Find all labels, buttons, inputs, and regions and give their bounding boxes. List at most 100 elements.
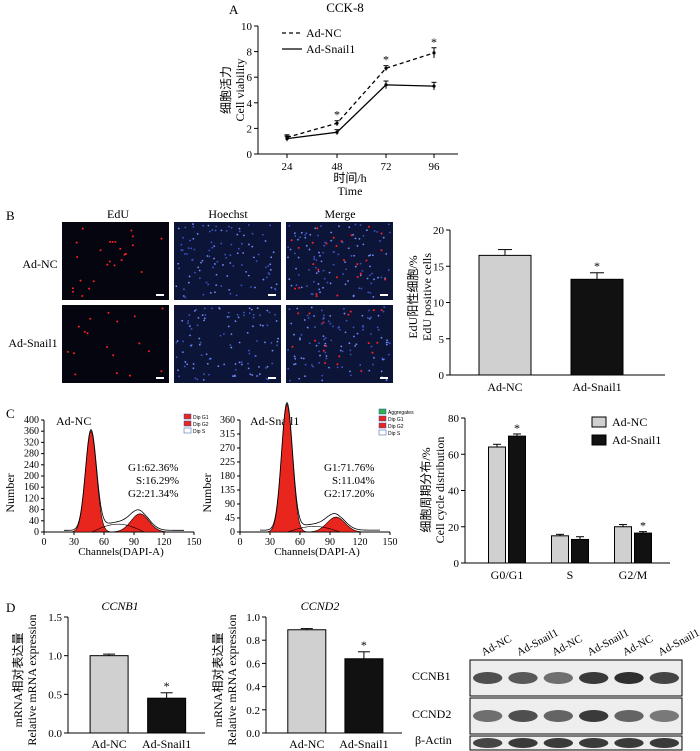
blot-band xyxy=(579,672,609,684)
panel-label-b: B xyxy=(6,208,15,223)
nucleus-dot xyxy=(361,269,364,272)
nucleus-dot xyxy=(208,230,211,233)
nucleus-dot xyxy=(251,245,254,248)
flow-y-tick-label: 315 xyxy=(220,429,235,440)
edu-positive-dot xyxy=(347,313,350,316)
edu-positive-dot xyxy=(89,317,92,320)
flow-x-tick-label: 60 xyxy=(99,537,109,548)
edu-positive-dot xyxy=(131,235,134,238)
nucleus-dot xyxy=(192,367,195,370)
edu-x-tick-label: Ad-NC xyxy=(487,380,522,394)
blot-band xyxy=(649,738,679,748)
nucleus-dot xyxy=(215,284,218,287)
nucleus-dot xyxy=(310,293,313,295)
scale-bar xyxy=(268,377,276,379)
cck8-series-line xyxy=(286,84,435,140)
nucleus-dot xyxy=(354,345,357,347)
ccnd2-ylabel: mRNA相对表达量 xyxy=(211,633,225,728)
edu-positive-dot xyxy=(73,352,76,355)
nucleus-dot xyxy=(362,234,365,237)
edu-positive-dot xyxy=(113,264,116,267)
nucleus-dot xyxy=(228,289,231,291)
nucleus-dot xyxy=(218,307,221,310)
blot-row-label: CCND2 xyxy=(412,707,451,721)
flow-y-tick-label: 240 xyxy=(24,460,39,471)
nucleus-dot xyxy=(235,294,238,297)
ccnb1-title: CCNB1 xyxy=(101,599,138,613)
flow-legend-label: Dip G1 xyxy=(388,417,404,423)
nucleus-dot xyxy=(380,370,383,373)
edu-positive-dot xyxy=(315,295,318,298)
nucleus-dot xyxy=(209,291,212,294)
nucleus-dot xyxy=(189,344,192,347)
nucleus-dot xyxy=(190,247,193,250)
cc-bar xyxy=(634,532,652,564)
edu-positive-dot xyxy=(83,330,86,333)
nucleus-dot xyxy=(345,268,348,271)
nucleus-dot xyxy=(322,314,325,317)
cc-x-tick-label: S xyxy=(567,568,574,582)
nucleus-dot xyxy=(248,312,251,315)
nucleus-dot xyxy=(329,322,332,325)
micrograph-nuclei-haze xyxy=(286,305,393,383)
nucleus-dot xyxy=(182,340,184,343)
nucleus-dot xyxy=(228,315,230,318)
cck8-significance: * xyxy=(431,35,437,49)
ccnb1-bar xyxy=(147,697,187,734)
edu-bar-chart: EdU阳性细胞/% EdU positive cells 0 5 10 15 20 Ad-… xyxy=(406,225,665,394)
edu-y-tick-label: 5 xyxy=(439,334,445,346)
nucleus-dot xyxy=(359,364,362,366)
nucleus-dot xyxy=(245,270,248,273)
nucleus-dot xyxy=(247,224,250,226)
cck8-point xyxy=(285,137,289,141)
nucleus-dot xyxy=(202,224,205,227)
nucleus-dot xyxy=(324,342,327,345)
nucleus-dot xyxy=(347,280,349,282)
edu-positive-dot xyxy=(131,244,134,247)
nucleus-dot xyxy=(358,287,361,290)
edu-positive-dot xyxy=(314,339,317,342)
edu-significance: * xyxy=(594,259,600,273)
nucleus-dot xyxy=(315,272,318,275)
nucleus-dot xyxy=(222,264,224,266)
micro-col-label: Merge xyxy=(324,207,355,221)
edu-positive-dot xyxy=(86,332,89,335)
nucleus-dot xyxy=(242,234,245,237)
flow-xlabel: Channels(DAPI-A) xyxy=(78,546,164,558)
edu-positive-dot xyxy=(350,234,353,237)
edu-ylabel-en: EdU positive cells xyxy=(420,253,434,341)
edu-positive-dot xyxy=(76,255,79,258)
edu-positive-dot xyxy=(111,240,114,243)
nucleus-dot xyxy=(175,285,178,288)
nucleus-dot xyxy=(274,313,277,316)
edu-positive-dot xyxy=(316,227,319,230)
flow-legend-label: Dip S xyxy=(193,429,206,435)
nucleus-dot xyxy=(186,363,189,366)
nucleus-dot xyxy=(252,256,255,259)
flow-y-tick-label: 180 xyxy=(220,471,235,482)
nucleus-dot xyxy=(199,341,202,344)
edu-positive-dot xyxy=(360,369,363,372)
flow-legend-swatch xyxy=(378,415,387,422)
cc-y-tick-label: 40 xyxy=(448,486,460,498)
nucleus-dot xyxy=(369,265,371,268)
nucleus-dot xyxy=(366,317,369,319)
blot-band xyxy=(543,672,573,684)
nucleus-dot xyxy=(259,324,262,326)
nucleus-dot xyxy=(305,285,308,288)
nucleus-dot xyxy=(190,327,193,330)
nucleus-dot xyxy=(290,322,293,325)
edu-positive-dot xyxy=(130,229,133,232)
nucleus-dot xyxy=(203,307,206,310)
edu-y-tick-label: 10 xyxy=(433,298,445,310)
edu-micrograph-grid: EdU Hoechst Merge Ad-NC Ad-Snail1 xyxy=(8,207,393,383)
nucleus-dot xyxy=(187,320,190,322)
nucleus-dot xyxy=(228,225,230,228)
nucleus-dot xyxy=(270,256,273,259)
nucleus-dot xyxy=(261,233,264,236)
cell-cycle-bar-chart: 细胞周期分布/% Cell cycle distribution 0 20 40 60… xyxy=(419,413,670,582)
ccnd2-bar xyxy=(344,658,384,734)
micro-row-label: Ad-NC xyxy=(22,257,57,271)
nucleus-dot xyxy=(328,271,331,274)
